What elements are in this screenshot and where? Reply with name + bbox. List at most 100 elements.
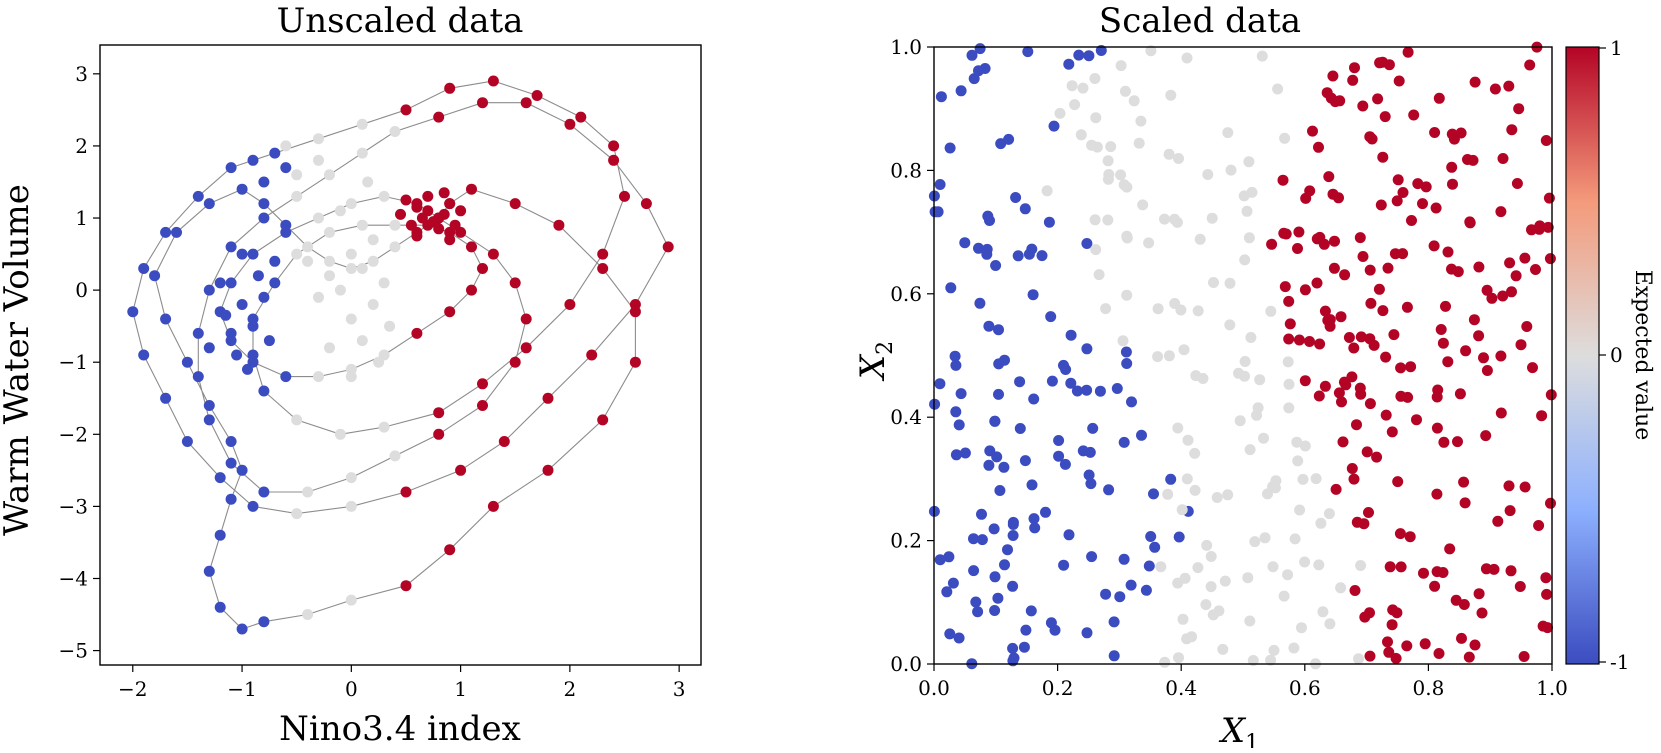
- data-point: [203, 400, 215, 411]
- data-point: [225, 457, 237, 469]
- data-point: [1125, 579, 1137, 591]
- data-point: [1283, 333, 1295, 345]
- data-point: [1417, 198, 1428, 210]
- data-point: [225, 493, 237, 505]
- data-point: [1265, 654, 1277, 666]
- data-point: [542, 464, 554, 476]
- data-point: [1241, 205, 1253, 217]
- data-point: [1085, 478, 1097, 490]
- data-point: [1495, 407, 1507, 419]
- data-point: [950, 359, 962, 371]
- data-point: [1007, 642, 1019, 654]
- data-point: [1288, 642, 1300, 654]
- data-point: [345, 263, 357, 274]
- data-point: [236, 183, 248, 195]
- right-y-ticks: 0.0 0.2 0.4 0.6 0.8 1.0: [890, 35, 934, 676]
- data-point: [1294, 504, 1306, 516]
- data-point: [944, 628, 956, 640]
- data-point: [1459, 497, 1471, 509]
- data-point: [1497, 290, 1509, 302]
- data-point: [181, 356, 193, 368]
- data-point: [1430, 202, 1442, 214]
- data-point: [1121, 289, 1133, 301]
- y-tick-label: −3: [59, 494, 88, 518]
- data-point: [1354, 382, 1366, 394]
- data-point: [1060, 364, 1072, 375]
- data-point: [1390, 652, 1402, 664]
- data-point: [1252, 402, 1264, 414]
- data-point: [941, 586, 953, 598]
- data-point: [1102, 155, 1114, 167]
- data-point: [1268, 644, 1280, 656]
- data-point: [944, 142, 956, 154]
- data-point: [1314, 338, 1326, 350]
- data-point: [1442, 356, 1454, 368]
- data-point: [1364, 398, 1376, 410]
- right-x-axis-label-sub: 1: [1245, 731, 1259, 748]
- data-point: [1065, 329, 1077, 341]
- data-point: [1514, 581, 1526, 592]
- data-point: [1513, 103, 1525, 115]
- data-point: [1504, 505, 1516, 517]
- data-point: [1225, 164, 1237, 176]
- data-point: [1319, 305, 1331, 317]
- data-point: [943, 551, 955, 563]
- data-point: [608, 140, 620, 152]
- data-point: [1086, 551, 1098, 563]
- data-point: [1265, 305, 1277, 317]
- data-point: [1346, 371, 1358, 383]
- y-tick-label: 2: [75, 134, 88, 158]
- right-y-axis-label-main: X: [853, 353, 893, 382]
- data-point: [989, 571, 1001, 583]
- data-point: [1346, 463, 1358, 474]
- data-point: [1433, 648, 1445, 659]
- data-point: [1029, 522, 1041, 534]
- data-point: [1505, 565, 1517, 577]
- data-point: [1405, 361, 1417, 373]
- data-point: [236, 623, 248, 635]
- data-point: [945, 282, 957, 294]
- data-point: [1262, 488, 1273, 500]
- data-point: [1481, 365, 1493, 376]
- data-point: [1025, 605, 1037, 617]
- data-point: [1365, 297, 1377, 309]
- data-point: [214, 472, 226, 484]
- data-point: [935, 91, 947, 103]
- data-point: [258, 486, 270, 498]
- data-point: [1026, 243, 1038, 255]
- data-point: [1143, 560, 1155, 572]
- data-point: [1299, 556, 1311, 568]
- data-point: [1178, 344, 1190, 356]
- data-point: [1118, 553, 1130, 565]
- data-point: [1406, 215, 1417, 226]
- data-point: [1454, 388, 1466, 400]
- data-point: [411, 201, 423, 213]
- data-point: [1401, 640, 1413, 652]
- data-point: [1126, 396, 1137, 408]
- data-point: [1192, 562, 1204, 574]
- data-point: [1219, 575, 1231, 587]
- right-y-axis-label-sub: 2: [873, 341, 898, 355]
- data-point: [1495, 350, 1507, 362]
- data-point: [629, 356, 641, 368]
- data-point: [575, 111, 587, 123]
- data-point: [373, 356, 385, 368]
- data-point: [1317, 606, 1329, 618]
- data-point: [1283, 378, 1295, 390]
- data-point: [1019, 203, 1031, 215]
- data-point: [1299, 440, 1311, 452]
- data-point: [983, 459, 995, 471]
- data-point: [1402, 46, 1414, 58]
- data-point: [378, 421, 390, 433]
- data-point: [1355, 560, 1367, 571]
- data-point: [1182, 434, 1194, 446]
- data-point: [1026, 479, 1038, 491]
- data-point: [1007, 519, 1019, 530]
- data-point: [1386, 619, 1398, 631]
- data-point: [520, 97, 532, 109]
- data-point: [1020, 624, 1032, 636]
- data-point: [1224, 319, 1236, 331]
- data-point: [1069, 99, 1081, 111]
- data-point: [1544, 253, 1556, 265]
